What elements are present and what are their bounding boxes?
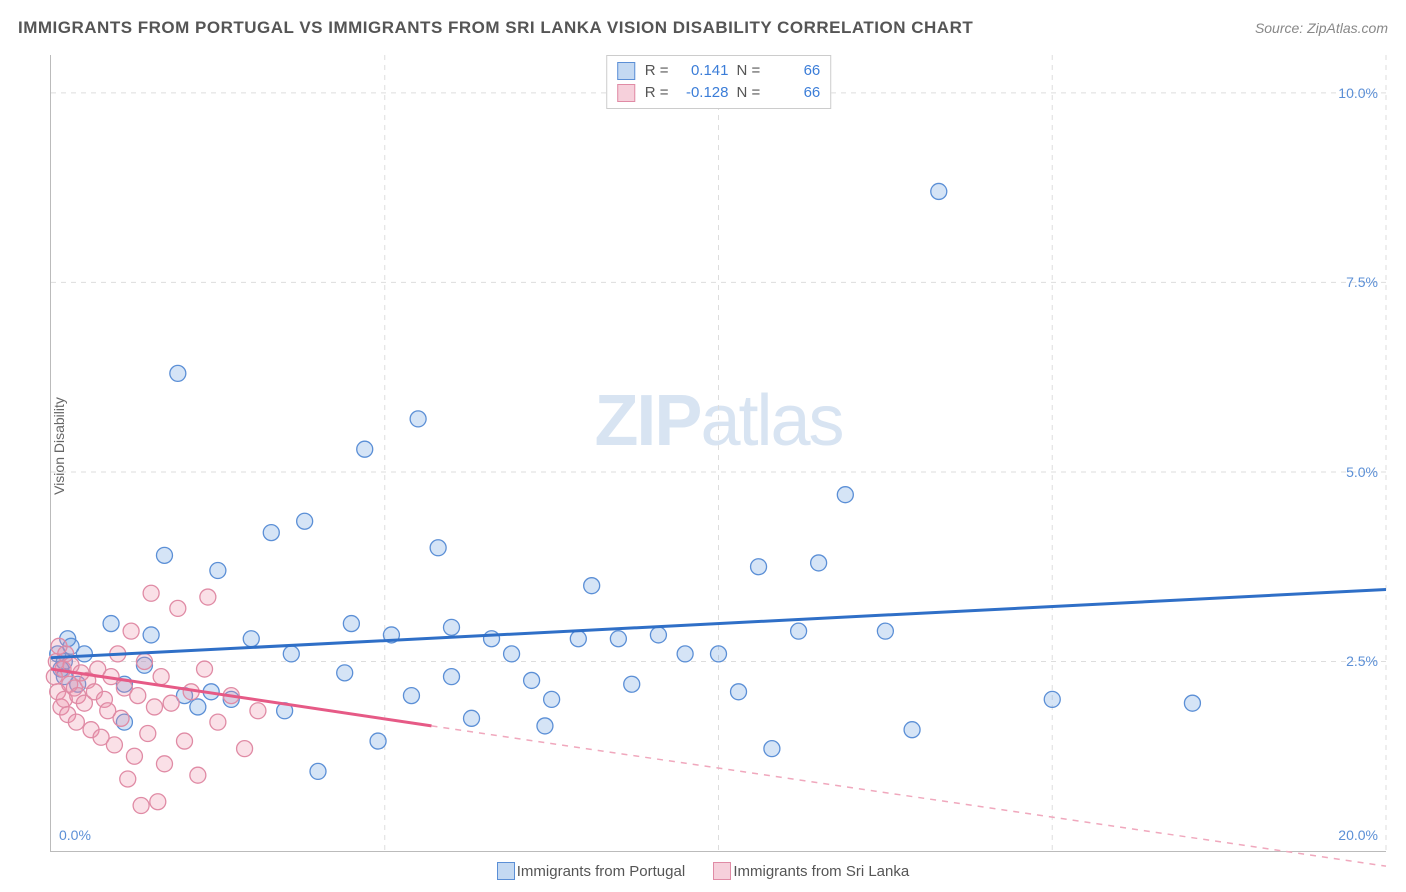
chart-source: Source: ZipAtlas.com [1255, 20, 1388, 36]
legend-row-srilanka: R = -0.128 N = 66 [617, 82, 821, 104]
legend-swatch-srilanka [713, 862, 731, 880]
y-tick-label: 7.5% [1346, 274, 1378, 290]
y-tick-label: 10.0% [1338, 85, 1378, 101]
scatter-svg [51, 55, 1386, 851]
legend-item-portugal: Immigrants from Portugal [497, 862, 685, 880]
legend-swatch-portugal [497, 862, 515, 880]
chart-title: IMMIGRANTS FROM PORTUGAL VS IMMIGRANTS F… [18, 18, 973, 38]
plot-area: ZIPatlas R = 0.141 N = 66 R = -0.128 N =… [50, 55, 1386, 852]
chart-header: IMMIGRANTS FROM PORTUGAL VS IMMIGRANTS F… [18, 18, 1388, 38]
swatch-srilanka [617, 84, 635, 102]
y-tick-label: 5.0% [1346, 464, 1378, 480]
x-axis-end-label: 20.0% [1338, 827, 1378, 843]
correlation-legend: R = 0.141 N = 66 R = -0.128 N = 66 [606, 55, 832, 109]
legend-item-srilanka: Immigrants from Sri Lanka [713, 862, 909, 880]
x-axis-start-label: 0.0% [59, 827, 91, 843]
legend-row-portugal: R = 0.141 N = 66 [617, 60, 821, 82]
y-tick-label: 2.5% [1346, 653, 1378, 669]
swatch-portugal [617, 62, 635, 80]
series-legend: Immigrants from Portugal Immigrants from… [0, 862, 1406, 884]
